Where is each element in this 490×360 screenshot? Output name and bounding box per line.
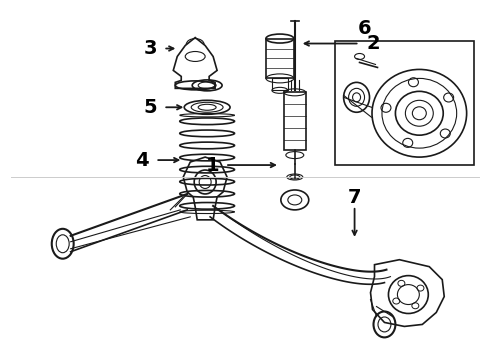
- Bar: [272, 78, 288, 90]
- Text: 2: 2: [367, 34, 380, 53]
- Bar: [335, 41, 474, 165]
- Text: 7: 7: [348, 188, 361, 207]
- Text: 5: 5: [144, 98, 157, 117]
- Bar: [266, 39, 294, 78]
- Text: 4: 4: [135, 150, 148, 170]
- Text: 3: 3: [144, 39, 157, 58]
- Bar: [284, 92, 306, 150]
- Text: 1: 1: [205, 156, 219, 175]
- Text: 6: 6: [358, 19, 371, 38]
